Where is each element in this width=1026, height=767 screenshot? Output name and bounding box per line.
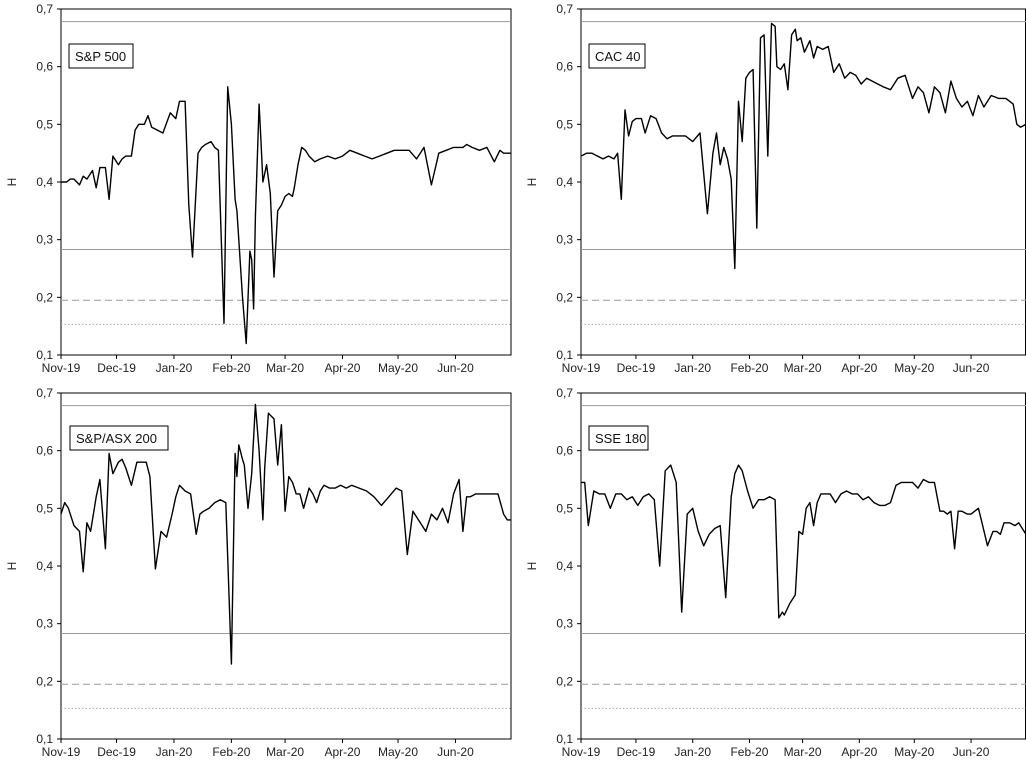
y-tick-label: 0,5 xyxy=(36,501,53,515)
y-tick-label: 0,1 xyxy=(36,732,53,746)
y-tick-label: 0,7 xyxy=(556,386,573,400)
x-tick-label: Jun-20 xyxy=(953,361,990,375)
y-tick-label: 0,2 xyxy=(36,674,53,688)
x-tick-label: Mar-20 xyxy=(266,361,304,375)
x-tick-label: Feb-20 xyxy=(730,361,768,375)
x-tick-label: Feb-20 xyxy=(212,361,250,375)
y-tick-label: 0,4 xyxy=(556,175,573,189)
y-tick-label: 0,3 xyxy=(36,617,53,631)
x-tick-label: Nov-19 xyxy=(562,745,601,759)
y-axis-title: H xyxy=(5,178,19,187)
index-label: CAC 40 xyxy=(595,49,641,64)
x-tick-label: Feb-20 xyxy=(730,745,768,759)
chart-panel-4: 0,1 0,2 0,3 0,4 0,5 0,6 0,7 H Nov-19 Dec-19 Jan-20… xyxy=(525,386,1026,759)
x-tick-label: Nov-19 xyxy=(42,745,81,759)
y-tick-label: 0,2 xyxy=(556,674,573,688)
y-tick-label: 0,4 xyxy=(36,175,53,189)
data-series-line xyxy=(61,86,511,345)
chart-panel-1: 0,1 0,2 0,3 0,4 0,5 0,6 0,7 H Nov-19 Dec-19 Jan-20… xyxy=(5,2,512,375)
y-tick-label: 0,6 xyxy=(556,60,573,74)
y-tick-label: 0,5 xyxy=(556,501,573,515)
chart-panel-3: 0,1 0,2 0,3 0,4 0,5 0,6 0,7 H Nov-19 Dec-19 Jan-20… xyxy=(5,386,512,759)
y-tick-label: 0,3 xyxy=(556,617,573,631)
x-tick-label: Apr-20 xyxy=(841,745,877,759)
x-tick-label: May-20 xyxy=(894,361,934,375)
x-tick-label: Nov-19 xyxy=(42,361,81,375)
x-tick-label: May-20 xyxy=(894,745,934,759)
y-axis-title: H xyxy=(525,562,539,571)
x-tick-label: Dec-19 xyxy=(97,361,136,375)
data-series-line xyxy=(581,464,1026,619)
x-tick-label: Mar-20 xyxy=(784,745,822,759)
x-tick-label: Jun-20 xyxy=(437,361,474,375)
y-tick-label: 0,5 xyxy=(556,117,573,131)
x-tick-label: Apr-20 xyxy=(841,361,877,375)
x-tick-label: May-20 xyxy=(378,745,418,759)
chart-panel-2: 0,1 0,2 0,3 0,4 0,5 0,6 0,7 H Nov-19 Dec-19 Jan-20… xyxy=(525,2,1026,375)
y-tick-label: 0,7 xyxy=(556,2,573,16)
y-tick-label: 0,2 xyxy=(556,290,573,304)
y-tick-label: 0,6 xyxy=(36,444,53,458)
y-tick-label: 0,7 xyxy=(36,386,53,400)
x-tick-label: Jan-20 xyxy=(674,745,711,759)
index-label: SSE 180 xyxy=(595,431,646,446)
x-tick-label: Dec-19 xyxy=(97,745,136,759)
data-series-line xyxy=(580,22,1026,270)
x-tick-label: Jun-20 xyxy=(437,745,474,759)
x-tick-label: Apr-20 xyxy=(324,361,360,375)
index-label-box xyxy=(588,43,646,69)
x-tick-label: Mar-20 xyxy=(784,361,822,375)
index-label-box xyxy=(68,43,134,69)
index-label-box xyxy=(588,425,649,451)
x-tick-label: Jan-20 xyxy=(156,361,193,375)
x-tick-label: Dec-19 xyxy=(617,745,656,759)
x-tick-label: Dec-19 xyxy=(617,361,656,375)
y-tick-label: 0,5 xyxy=(36,117,53,131)
data-series-line xyxy=(60,403,511,665)
x-tick-label: Mar-20 xyxy=(266,745,304,759)
y-tick-label: 0,3 xyxy=(556,233,573,247)
index-label: S&P 500 xyxy=(75,49,126,64)
x-tick-label: May-20 xyxy=(378,361,418,375)
y-tick-label: 0,2 xyxy=(36,290,53,304)
y-tick-label: 0,1 xyxy=(556,732,573,746)
index-label: S&P/ASX 200 xyxy=(76,431,157,446)
y-tick-label: 0,1 xyxy=(556,348,573,362)
y-tick-label: 0,4 xyxy=(556,559,573,573)
x-tick-label: Jan-20 xyxy=(674,361,711,375)
index-label-box xyxy=(69,425,169,451)
y-tick-label: 0,3 xyxy=(36,233,53,247)
x-tick-label: Jun-20 xyxy=(953,745,990,759)
x-tick-label: Jan-20 xyxy=(156,745,193,759)
x-tick-label: Feb-20 xyxy=(212,745,250,759)
y-tick-label: 0,4 xyxy=(36,559,53,573)
x-tick-label: Nov-19 xyxy=(562,361,601,375)
y-axis-title: H xyxy=(5,562,19,571)
y-tick-label: 0,6 xyxy=(556,444,573,458)
y-tick-label: 0,6 xyxy=(36,60,53,74)
y-tick-label: 0,7 xyxy=(36,2,53,16)
x-tick-label: Apr-20 xyxy=(324,745,360,759)
y-tick-label: 0,1 xyxy=(36,348,53,362)
y-axis-title: H xyxy=(525,178,539,187)
plot-frame xyxy=(580,8,1026,356)
